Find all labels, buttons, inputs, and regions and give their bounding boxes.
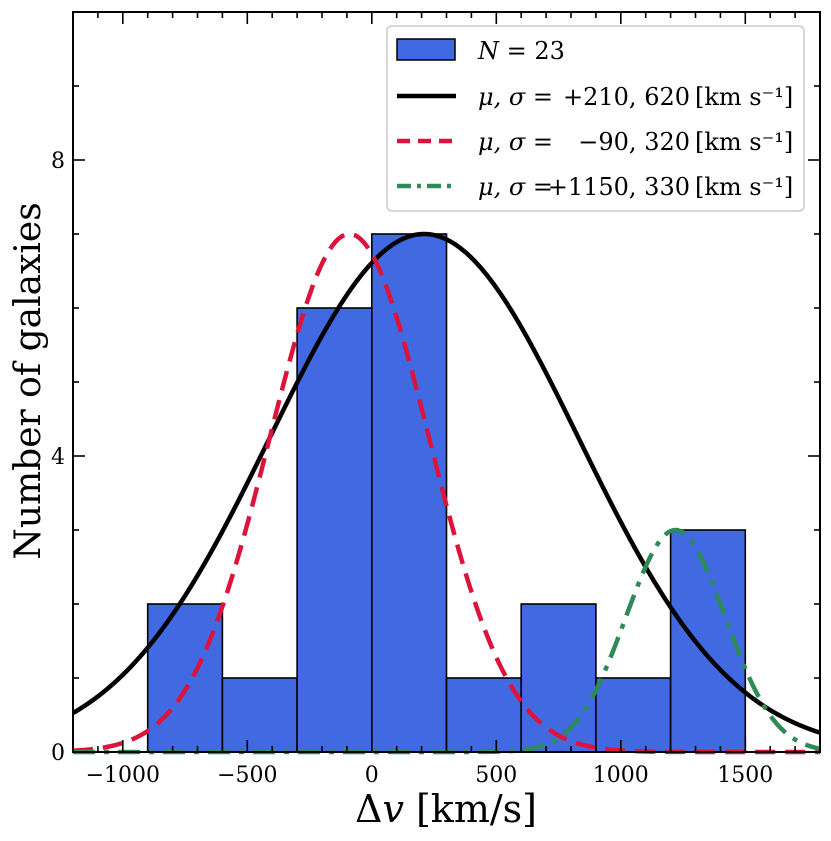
y-axis-label: Number of galaxies (8, 202, 49, 559)
x-axis-label-delta: Δ (355, 787, 382, 831)
x-axis-label-var: v (382, 787, 404, 831)
legend-label-unit: [km s⁻¹] (695, 128, 793, 156)
legend-box (386, 25, 805, 212)
x-tick-label: 1000 (593, 763, 649, 788)
histogram-bars (146, 233, 747, 753)
axis-ticks: −1000 −500 0 500 1000 1500 0 4 8 (51, 11, 821, 788)
y-tick-label: 8 (51, 149, 65, 174)
legend-label-values: +210, 620 (563, 83, 690, 111)
legend-label-values: −90, 320 (578, 128, 690, 156)
legend-label-prefix: μ, σ = (478, 173, 553, 201)
y-tick-label: 4 (51, 445, 65, 470)
legend-label-unit: [km s⁻¹] (695, 173, 793, 201)
legend-label-prefix: μ, σ = (478, 83, 553, 111)
histogram-bar (296, 307, 373, 753)
histogram-bar (595, 677, 672, 753)
x-tick-label: −1000 (86, 763, 160, 788)
legend: N = 23μ, σ = +210, 620 [km s⁻¹]μ, σ = −90, … (386, 25, 805, 212)
histogram-bar (221, 677, 298, 753)
x-tick-label: 500 (475, 763, 517, 788)
legend-swatch-patch (396, 38, 456, 61)
legend-label-unit: [km s⁻¹] (695, 83, 793, 111)
histogram-bar (146, 603, 224, 753)
x-tick-label: −500 (217, 763, 277, 788)
x-tick-label: 0 (365, 763, 379, 788)
histogram-bar (370, 233, 448, 753)
x-tick-label: 1500 (717, 763, 773, 788)
histogram-bar (520, 603, 597, 753)
y-tick-label: 0 (51, 741, 65, 766)
legend-label-values: +1150, 330 (548, 173, 690, 201)
gaussian-curve-1 (71, 231, 821, 735)
x-axis-label: Δv [km/s] (355, 787, 537, 831)
histogram-bar (445, 677, 522, 753)
legend-label-hist: N = 23 (477, 37, 565, 65)
x-axis-label-unit: [km/s] (404, 787, 537, 831)
legend-label-prefix: μ, σ = (478, 128, 553, 156)
